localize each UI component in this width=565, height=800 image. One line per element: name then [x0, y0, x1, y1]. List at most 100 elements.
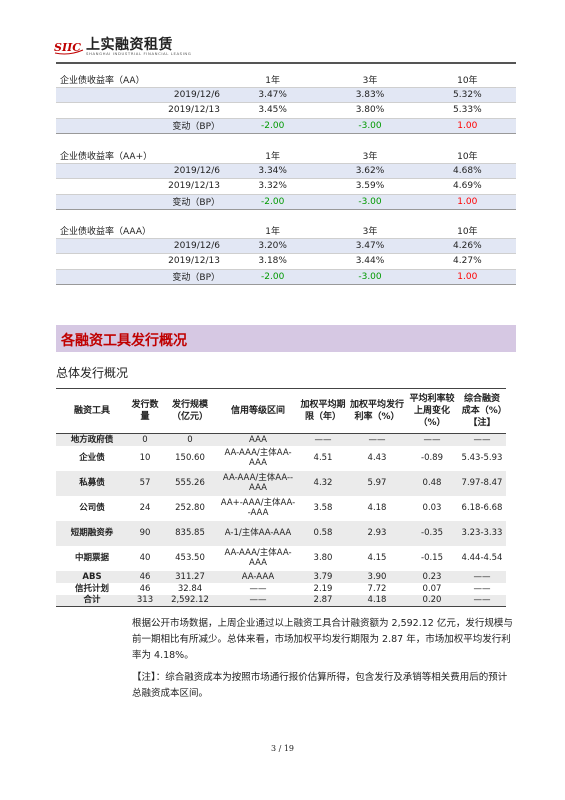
table-cell: AA-AAA/主体AA-AAA — [218, 445, 298, 471]
svg-text:SIIC: SIIC — [54, 41, 81, 54]
instrument-name: 私募债 — [56, 470, 128, 496]
table-cell: 3.80 — [298, 545, 348, 571]
change-row: 变动（BP） -2.00 -3.00 1.00 — [56, 194, 516, 210]
table-cell: 313 — [128, 594, 162, 607]
section-title: 各融资工具发行概况 — [61, 333, 187, 349]
term-header: 3年 — [321, 148, 419, 164]
table-cell: 4.44-4.54 — [458, 545, 506, 571]
table-cell: 10 — [128, 445, 162, 471]
table-cell: 453.50 — [162, 545, 218, 571]
issuance-header-row: 融资工具 发行数量 发行规模（亿元） 信用等级区间 加权平均期限（年） 加权平均… — [56, 388, 506, 434]
table-cell: 3.90 — [348, 570, 406, 583]
table-cell: 2.93 — [348, 520, 406, 546]
value-cell: 4.27% — [418, 253, 516, 270]
table-cell: 2.19 — [298, 582, 348, 595]
table-cell: 40 — [128, 545, 162, 571]
instrument-name: 短期融资券 — [56, 520, 128, 546]
table-cell: 555.26 — [162, 470, 218, 496]
table-cell: 46 — [128, 570, 162, 583]
table-row: 2019/12/6 3.34% 3.62% 4.68% — [56, 163, 516, 179]
value-cell: 3.47% — [321, 238, 419, 254]
date-cell: 2019/12/13 — [56, 253, 224, 270]
table-cell: 835.85 — [162, 520, 218, 546]
table-title: 企业债收益率（AA+） — [56, 148, 224, 164]
table-title: 企业债收益率（AA） — [56, 72, 224, 88]
company-logo-icon: SIIC — [54, 41, 84, 55]
value-cell: 5.33% — [418, 102, 516, 119]
table-cell: 5.97 — [348, 470, 406, 496]
table-cell: 0.03 — [406, 495, 458, 521]
term-header: 1年 — [224, 223, 322, 239]
change-cell: 1.00 — [418, 269, 516, 285]
table-cell: 0.48 — [406, 470, 458, 496]
instrument-name: 地方政府债 — [56, 433, 128, 446]
change-cell: -2.00 — [224, 269, 322, 285]
header-divider — [56, 62, 516, 64]
table-cell: 150.60 — [162, 445, 218, 471]
column-header: 加权平均发行利率（%） — [348, 388, 406, 434]
change-cell: 1.00 — [418, 194, 516, 210]
table-cell: 7.97-8.47 — [458, 470, 506, 496]
table-cell: 24 — [128, 495, 162, 521]
instrument-name: 企业债 — [56, 445, 128, 471]
table-row: 2019/12/13 3.18% 3.44% 4.27% — [56, 253, 516, 270]
value-cell: 3.20% — [224, 238, 322, 254]
change-cell: -3.00 — [321, 118, 419, 134]
table-cell: 311.27 — [162, 570, 218, 583]
value-cell: 3.80% — [321, 102, 419, 119]
table-cell: —— — [348, 433, 406, 446]
table-cell: —— — [298, 433, 348, 446]
table-row: 私募债 57 555.26 AA-AAA/主体AA--AAA 4.32 5.97… — [56, 470, 506, 496]
instrument-name: 合计 — [56, 594, 128, 607]
table-cell: -0.89 — [406, 445, 458, 471]
column-header: 信用等级区间 — [218, 388, 298, 434]
table-row: 2019/12/13 3.32% 3.59% 4.69% — [56, 178, 516, 195]
table-cell: -0.35 — [406, 520, 458, 546]
term-header: 1年 — [224, 72, 322, 88]
table-total-row: 合计 313 2,592.12 —— 2.87 4.18 0.20 —— — [56, 594, 506, 607]
term-header: 10年 — [418, 148, 516, 164]
value-cell: 4.68% — [418, 163, 516, 179]
date-cell: 2019/12/6 — [56, 87, 224, 103]
table-cell: —— — [218, 594, 298, 607]
table-cell: AAA — [218, 433, 298, 446]
term-header: 10年 — [418, 223, 516, 239]
change-label: 变动（BP） — [56, 194, 224, 210]
value-cell: 3.47% — [224, 87, 322, 103]
value-cell: 3.44% — [321, 253, 419, 270]
table-row: 2019/12/13 3.45% 3.80% 5.33% — [56, 102, 516, 119]
column-header: 发行数量 — [128, 388, 162, 434]
table-cell: —— — [458, 582, 506, 595]
table-row: 2019/12/6 3.47% 3.83% 5.32% — [56, 87, 516, 103]
change-cell: -3.00 — [321, 194, 419, 210]
yield-table-aaa: 企业债收益率（AAA） 1年 3年 10年 2019/12/6 3.20% 3.… — [56, 223, 516, 285]
table-cell: AA-AAA/主体AA--AAA — [218, 470, 298, 496]
table-cell: —— — [406, 433, 458, 446]
company-name-en: SHANGHAI INDUSTRIAL FINANCIAL LEASING — [86, 51, 192, 56]
table-cell: 7.72 — [348, 582, 406, 595]
table-cell: 2,592.12 — [162, 594, 218, 607]
value-cell: 3.59% — [321, 178, 419, 195]
term-header: 1年 — [224, 148, 322, 164]
section-title-bar — [56, 325, 516, 352]
summary-paragraph: 根据公开市场数据，上周企业通过以上融资工具合计融资额为 2,592.12 亿元，… — [132, 618, 513, 661]
change-cell: 1.00 — [418, 118, 516, 134]
table-cell: -0.15 — [406, 545, 458, 571]
table-row: 信托计划 46 32.84 —— 2.19 7.72 0.07 —— — [56, 582, 506, 595]
instrument-name: ABS — [56, 570, 128, 583]
table-title: 企业债收益率（AAA） — [56, 223, 224, 239]
instrument-name: 信托计划 — [56, 582, 128, 595]
value-cell: 3.34% — [224, 163, 322, 179]
table-cell: 4.51 — [298, 445, 348, 471]
value-cell: 4.69% — [418, 178, 516, 195]
change-cell: -2.00 — [224, 194, 322, 210]
table-cell: —— — [458, 433, 506, 446]
value-cell: 3.32% — [224, 178, 322, 195]
table-cell: 3.23-3.33 — [458, 520, 506, 546]
column-header: 发行规模（亿元） — [162, 388, 218, 434]
page-number: 3 / 19 — [270, 744, 295, 753]
table-row: 地方政府债 0 0 AAA —— —— —— —— — [56, 433, 506, 446]
yield-table-aa: 企业债收益率（AA） 1年 3年 10年 2019/12/6 3.47% 3.8… — [56, 72, 516, 134]
table-cell: 57 — [128, 470, 162, 496]
instrument-name: 中期票据 — [56, 545, 128, 571]
